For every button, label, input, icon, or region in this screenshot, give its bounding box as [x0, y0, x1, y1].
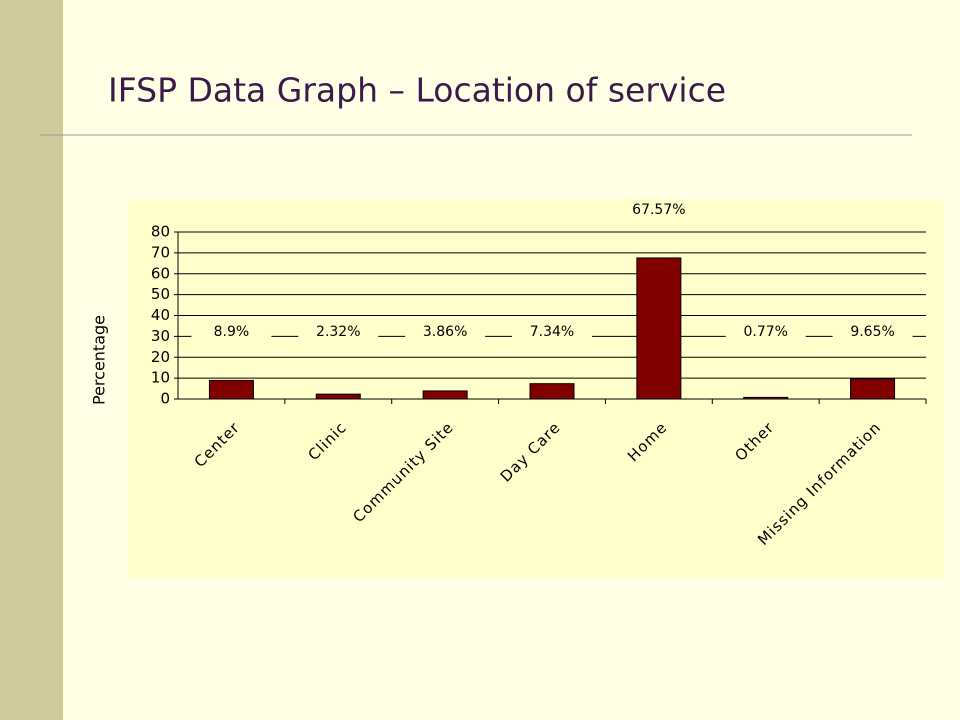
y-axis-label: Percentage [90, 315, 109, 405]
bar [208, 379, 254, 400]
bar [850, 378, 896, 400]
value-label: 2.32% [316, 324, 360, 340]
value-label-background [512, 321, 592, 344]
bar [529, 383, 575, 400]
value-label-background [298, 321, 379, 344]
bar [636, 257, 682, 400]
y-tick-label: 0 [160, 390, 170, 408]
y-tick-label: 20 [151, 348, 170, 366]
value-label: 8.9% [214, 324, 250, 340]
value-label: 9.65% [850, 324, 894, 340]
chart-title: IFSP Data Graph – Location of service [108, 71, 726, 110]
y-tick-label: 70 [151, 243, 170, 261]
bar [422, 390, 468, 400]
value-label-background [832, 321, 913, 344]
value-label: 3.86% [423, 324, 467, 340]
value-label-background [618, 198, 699, 221]
y-tick-label: 60 [151, 264, 170, 282]
y-tick-label: 30 [151, 327, 170, 345]
value-label-background [191, 321, 272, 344]
y-tick-label: 50 [151, 285, 170, 303]
y-tick-label: 40 [151, 306, 170, 324]
value-label: 67.57% [632, 202, 685, 218]
y-tick-label: 10 [151, 369, 170, 387]
value-label-background [725, 321, 806, 344]
side-strip [0, 0, 63, 720]
bar [315, 393, 361, 400]
y-tick-label: 80 [151, 223, 170, 241]
value-label-background [405, 321, 486, 344]
value-label: 7.34% [530, 324, 574, 340]
value-label: 0.77% [743, 324, 787, 340]
